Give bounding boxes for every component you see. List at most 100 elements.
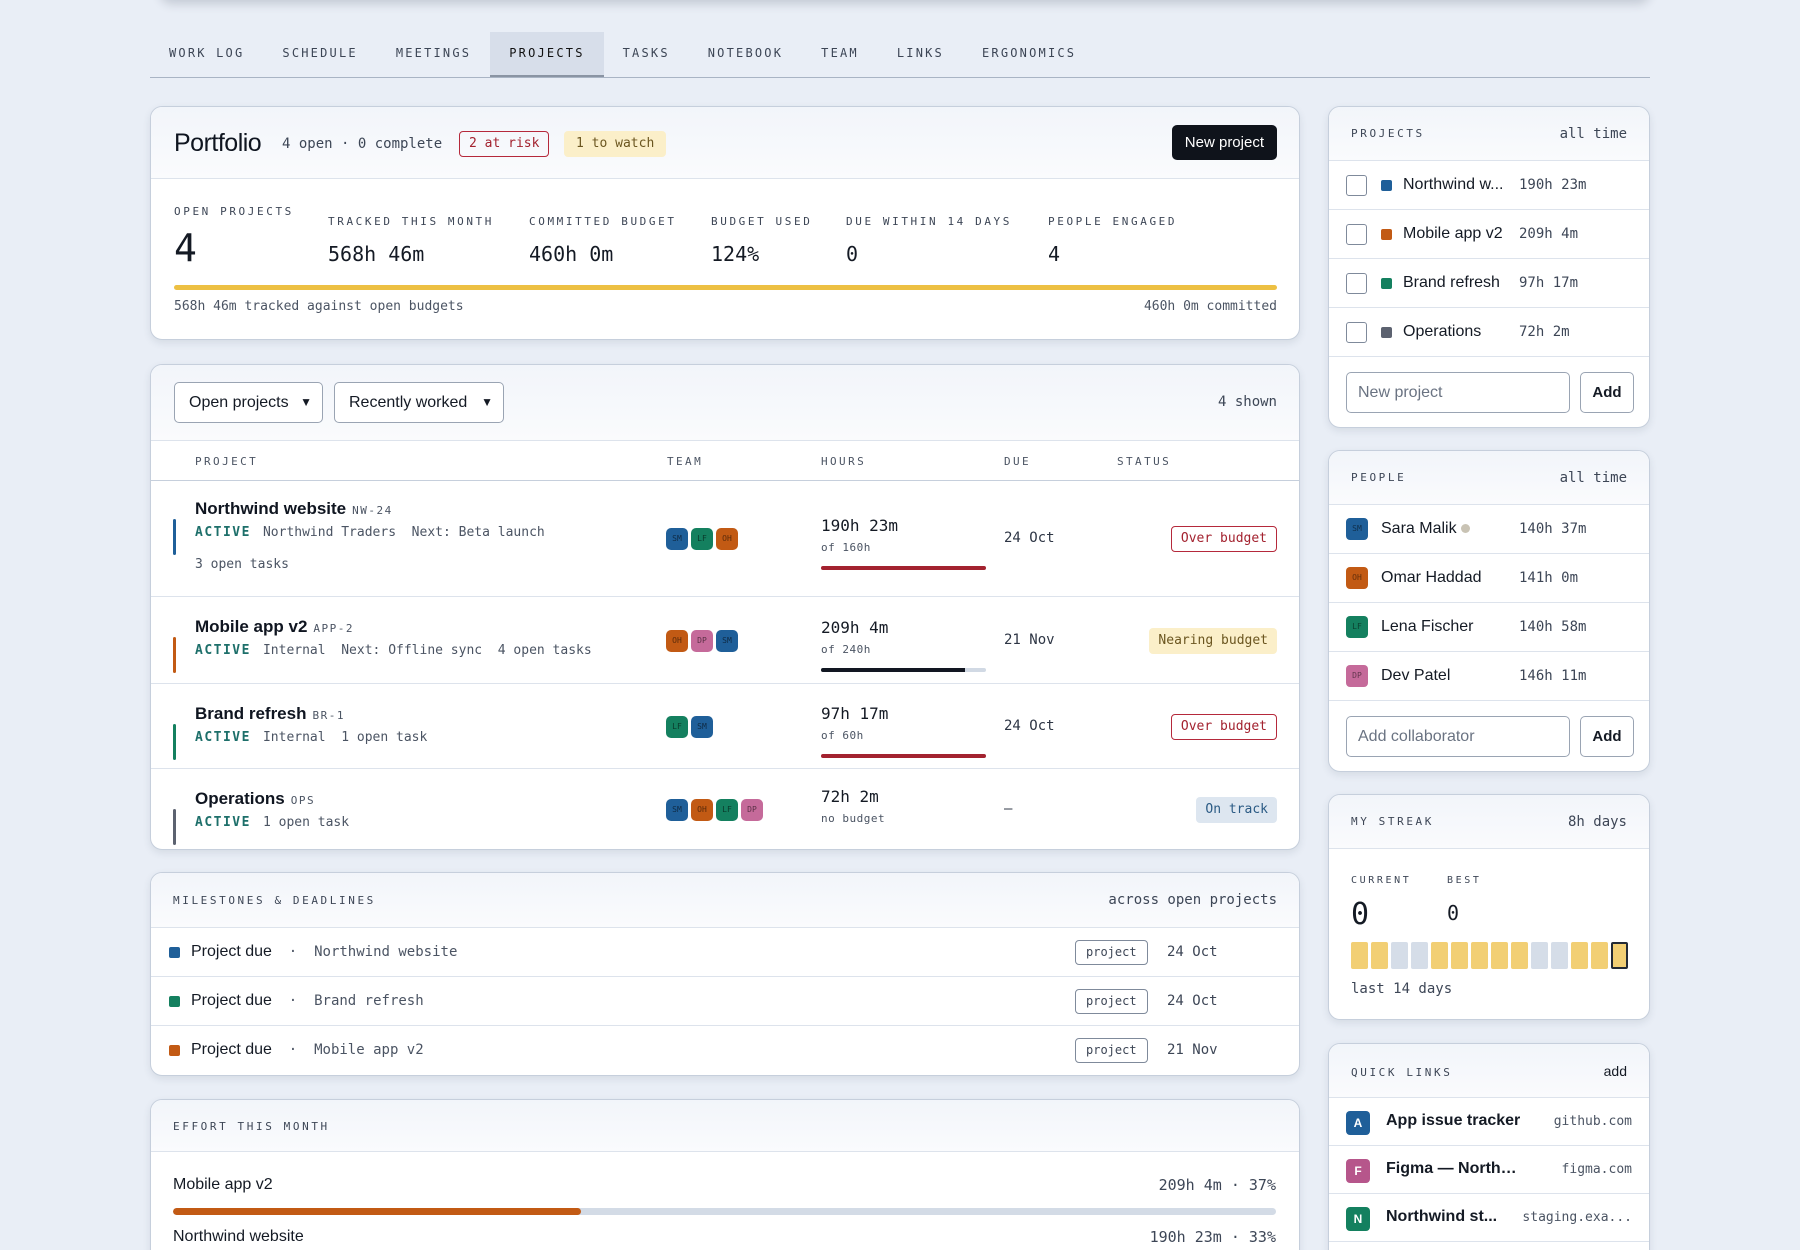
avatar[interactable]: LF xyxy=(666,715,688,738)
milestone-row[interactable]: Project due · Brand refresh project 24 Oct xyxy=(151,977,1299,1026)
add-collaborator-button[interactable]: Add xyxy=(1580,716,1634,757)
stat-budget-used: BUDGET USED 124% xyxy=(711,215,813,266)
tab-tasks[interactable]: TASKS xyxy=(622,46,670,60)
milestone-row[interactable]: Project due · Northwind website project 24… xyxy=(151,928,1299,977)
person-row[interactable]: SM Sara Malik 140h 37m xyxy=(1329,505,1649,554)
project-checkbox[interactable] xyxy=(1346,273,1367,294)
tab-projects[interactable]: PROJECTS xyxy=(490,32,604,77)
new-project-input[interactable]: New project xyxy=(1346,372,1570,413)
milestone-color-dot xyxy=(169,947,180,958)
to-watch-badge[interactable]: 1 to watch xyxy=(564,131,667,157)
avatar[interactable]: SM xyxy=(691,715,713,738)
effort-header: EFFORT THIS MONTH xyxy=(151,1100,1299,1152)
sidebar-project-row[interactable]: Brand refresh 97h 17m xyxy=(1329,259,1649,308)
avatar[interactable]: DP xyxy=(741,799,763,821)
at-risk-badge[interactable]: 2 at risk xyxy=(459,131,550,157)
project-name[interactable]: Northwind website NW-24 xyxy=(195,499,393,518)
sidebar-people-range[interactable]: all time xyxy=(1559,470,1627,486)
project-checkbox[interactable] xyxy=(1346,175,1367,196)
sidebar-projects-range[interactable]: all time xyxy=(1559,126,1627,142)
table-row[interactable]: Brand refresh BR-1 ACTIVE Internal 1 open t… xyxy=(151,684,1299,769)
hours-budget: of 60h xyxy=(821,728,864,742)
avatar[interactable]: OH xyxy=(666,629,688,652)
hours-cell: 72h 2m no budget xyxy=(821,787,885,825)
presence-dot-icon xyxy=(1460,524,1470,534)
avatar[interactable]: SM xyxy=(666,528,688,550)
portfolio-card: Portfolio 4 open · 0 complete 2 at risk … xyxy=(150,106,1300,340)
new-project-button[interactable]: New project xyxy=(1171,125,1277,160)
add-project-button[interactable]: Add xyxy=(1580,372,1634,413)
tab-meetings[interactable]: MEETINGS xyxy=(395,46,472,60)
col-team[interactable]: TEAM xyxy=(667,455,704,468)
project-checkbox[interactable] xyxy=(1346,224,1367,245)
tab-team[interactable]: TEAM xyxy=(821,46,859,60)
avatar[interactable]: DP xyxy=(691,629,713,652)
milestone-date: 24 Oct xyxy=(1167,944,1218,960)
project-code: BR-1 xyxy=(312,709,345,722)
team-avatars: SM LF OH xyxy=(666,528,738,550)
status-filter-select[interactable]: Open projects ▼ xyxy=(174,382,323,423)
col-status[interactable]: STATUS xyxy=(1117,455,1172,468)
add-link-button[interactable]: add xyxy=(1603,1063,1627,1079)
best-streak-value: 0 xyxy=(1447,901,1460,925)
tab-work-log[interactable]: WORK LOG xyxy=(169,46,245,60)
tab-schedule[interactable]: SCHEDULE xyxy=(282,46,358,60)
effort-project-name: Mobile app v2 xyxy=(173,1176,273,1193)
table-header: PROJECT TEAM HOURS DUE STATUS xyxy=(151,441,1299,481)
project-name[interactable]: Brand refresh BR-1 xyxy=(195,704,345,723)
sidebar-project-row[interactable]: Northwind w... 190h 23m xyxy=(1329,161,1649,210)
table-row[interactable]: Northwind website NW-24 ACTIVE Northwind Tr… xyxy=(151,481,1299,597)
avatar[interactable]: SM xyxy=(666,799,688,821)
person-row[interactable]: OH Omar Haddad 141h 0m xyxy=(1329,554,1649,603)
project-name[interactable]: Mobile app v2 APP-2 xyxy=(195,617,355,636)
due-date: 24 Oct xyxy=(1004,717,1055,734)
project-name[interactable]: Operations OPS xyxy=(195,789,316,808)
quick-link[interactable]: F Figma — Northwind figma.com xyxy=(1329,1146,1649,1194)
milestone-row[interactable]: Project due · Mobile app v2 project 21 Nov xyxy=(151,1026,1299,1075)
milestone-title: Project due · Mobile app v2 xyxy=(191,1041,424,1058)
streak-day-box xyxy=(1371,942,1388,969)
tab-links[interactable]: LINKS xyxy=(896,46,944,60)
col-project[interactable]: PROJECT xyxy=(195,455,259,468)
quick-link[interactable]: A App issue tracker github.com xyxy=(1329,1098,1649,1146)
sidebar-project-row[interactable]: Operations 72h 2m xyxy=(1329,308,1649,357)
col-due[interactable]: DUE xyxy=(1004,455,1032,468)
project-checkbox[interactable] xyxy=(1346,322,1367,343)
link-favicon-icon: A xyxy=(1346,1111,1370,1135)
person-row[interactable]: LF Lena Fischer 140h 58m xyxy=(1329,603,1649,652)
project-color-stripe xyxy=(173,637,176,673)
avatar[interactable]: LF xyxy=(716,799,738,821)
sidebar-project-name: Brand refresh xyxy=(1403,274,1500,291)
sort-select[interactable]: Recently worked ▼ xyxy=(334,382,504,423)
avatar[interactable]: LF xyxy=(691,528,713,550)
budget-status-badge: On track xyxy=(1196,797,1277,823)
table-row[interactable]: Operations OPS ACTIVE 1 open task SM OH LF DP 72… xyxy=(151,769,1299,849)
budget-status-badge: Over budget xyxy=(1170,713,1277,740)
avatar: OH xyxy=(1346,567,1368,589)
effort-value: 190h 23m · 33% xyxy=(1149,1228,1276,1246)
page-title: Portfolio xyxy=(174,129,262,157)
tab-notebook[interactable]: NOTEBOOK xyxy=(707,46,784,60)
add-collaborator-input[interactable]: Add collaborator xyxy=(1346,716,1570,757)
avatar[interactable]: OH xyxy=(691,799,713,821)
avatar[interactable]: SM xyxy=(716,629,738,652)
avatar[interactable]: OH xyxy=(716,528,738,550)
project-meta: ACTIVE Internal 1 open task xyxy=(195,730,428,745)
person-name: Dev Patel xyxy=(1381,667,1451,684)
tab-ergonomics[interactable]: ERGONOMICS xyxy=(981,46,1077,60)
effort-project-name: Northwind website xyxy=(173,1228,304,1245)
stat-tracked-month: TRACKED THIS MONTH 568h 46m xyxy=(328,215,495,266)
col-hours[interactable]: HOURS xyxy=(821,455,867,468)
table-row[interactable]: Mobile app v2 APP-2 ACTIVE Internal Next: O… xyxy=(151,597,1299,684)
streak-day-box xyxy=(1411,942,1428,969)
quick-link[interactable]: N Northwind st... staging.exa... xyxy=(1329,1194,1649,1242)
person-row[interactable]: DP Dev Patel 146h 11m xyxy=(1329,652,1649,701)
sidebar-project-row[interactable]: Mobile app v2 209h 4m xyxy=(1329,210,1649,259)
streak-day-box xyxy=(1591,942,1608,969)
project-code: APP-2 xyxy=(313,622,355,635)
link-name: Northwind st... xyxy=(1386,1208,1498,1225)
quick-links-header: QUICK LINKS add xyxy=(1329,1044,1649,1098)
sidebar-project-name: Mobile app v2 xyxy=(1403,225,1503,242)
person-name: Sara Malik xyxy=(1381,520,1470,538)
milestone-date: 21 Nov xyxy=(1167,1042,1218,1058)
